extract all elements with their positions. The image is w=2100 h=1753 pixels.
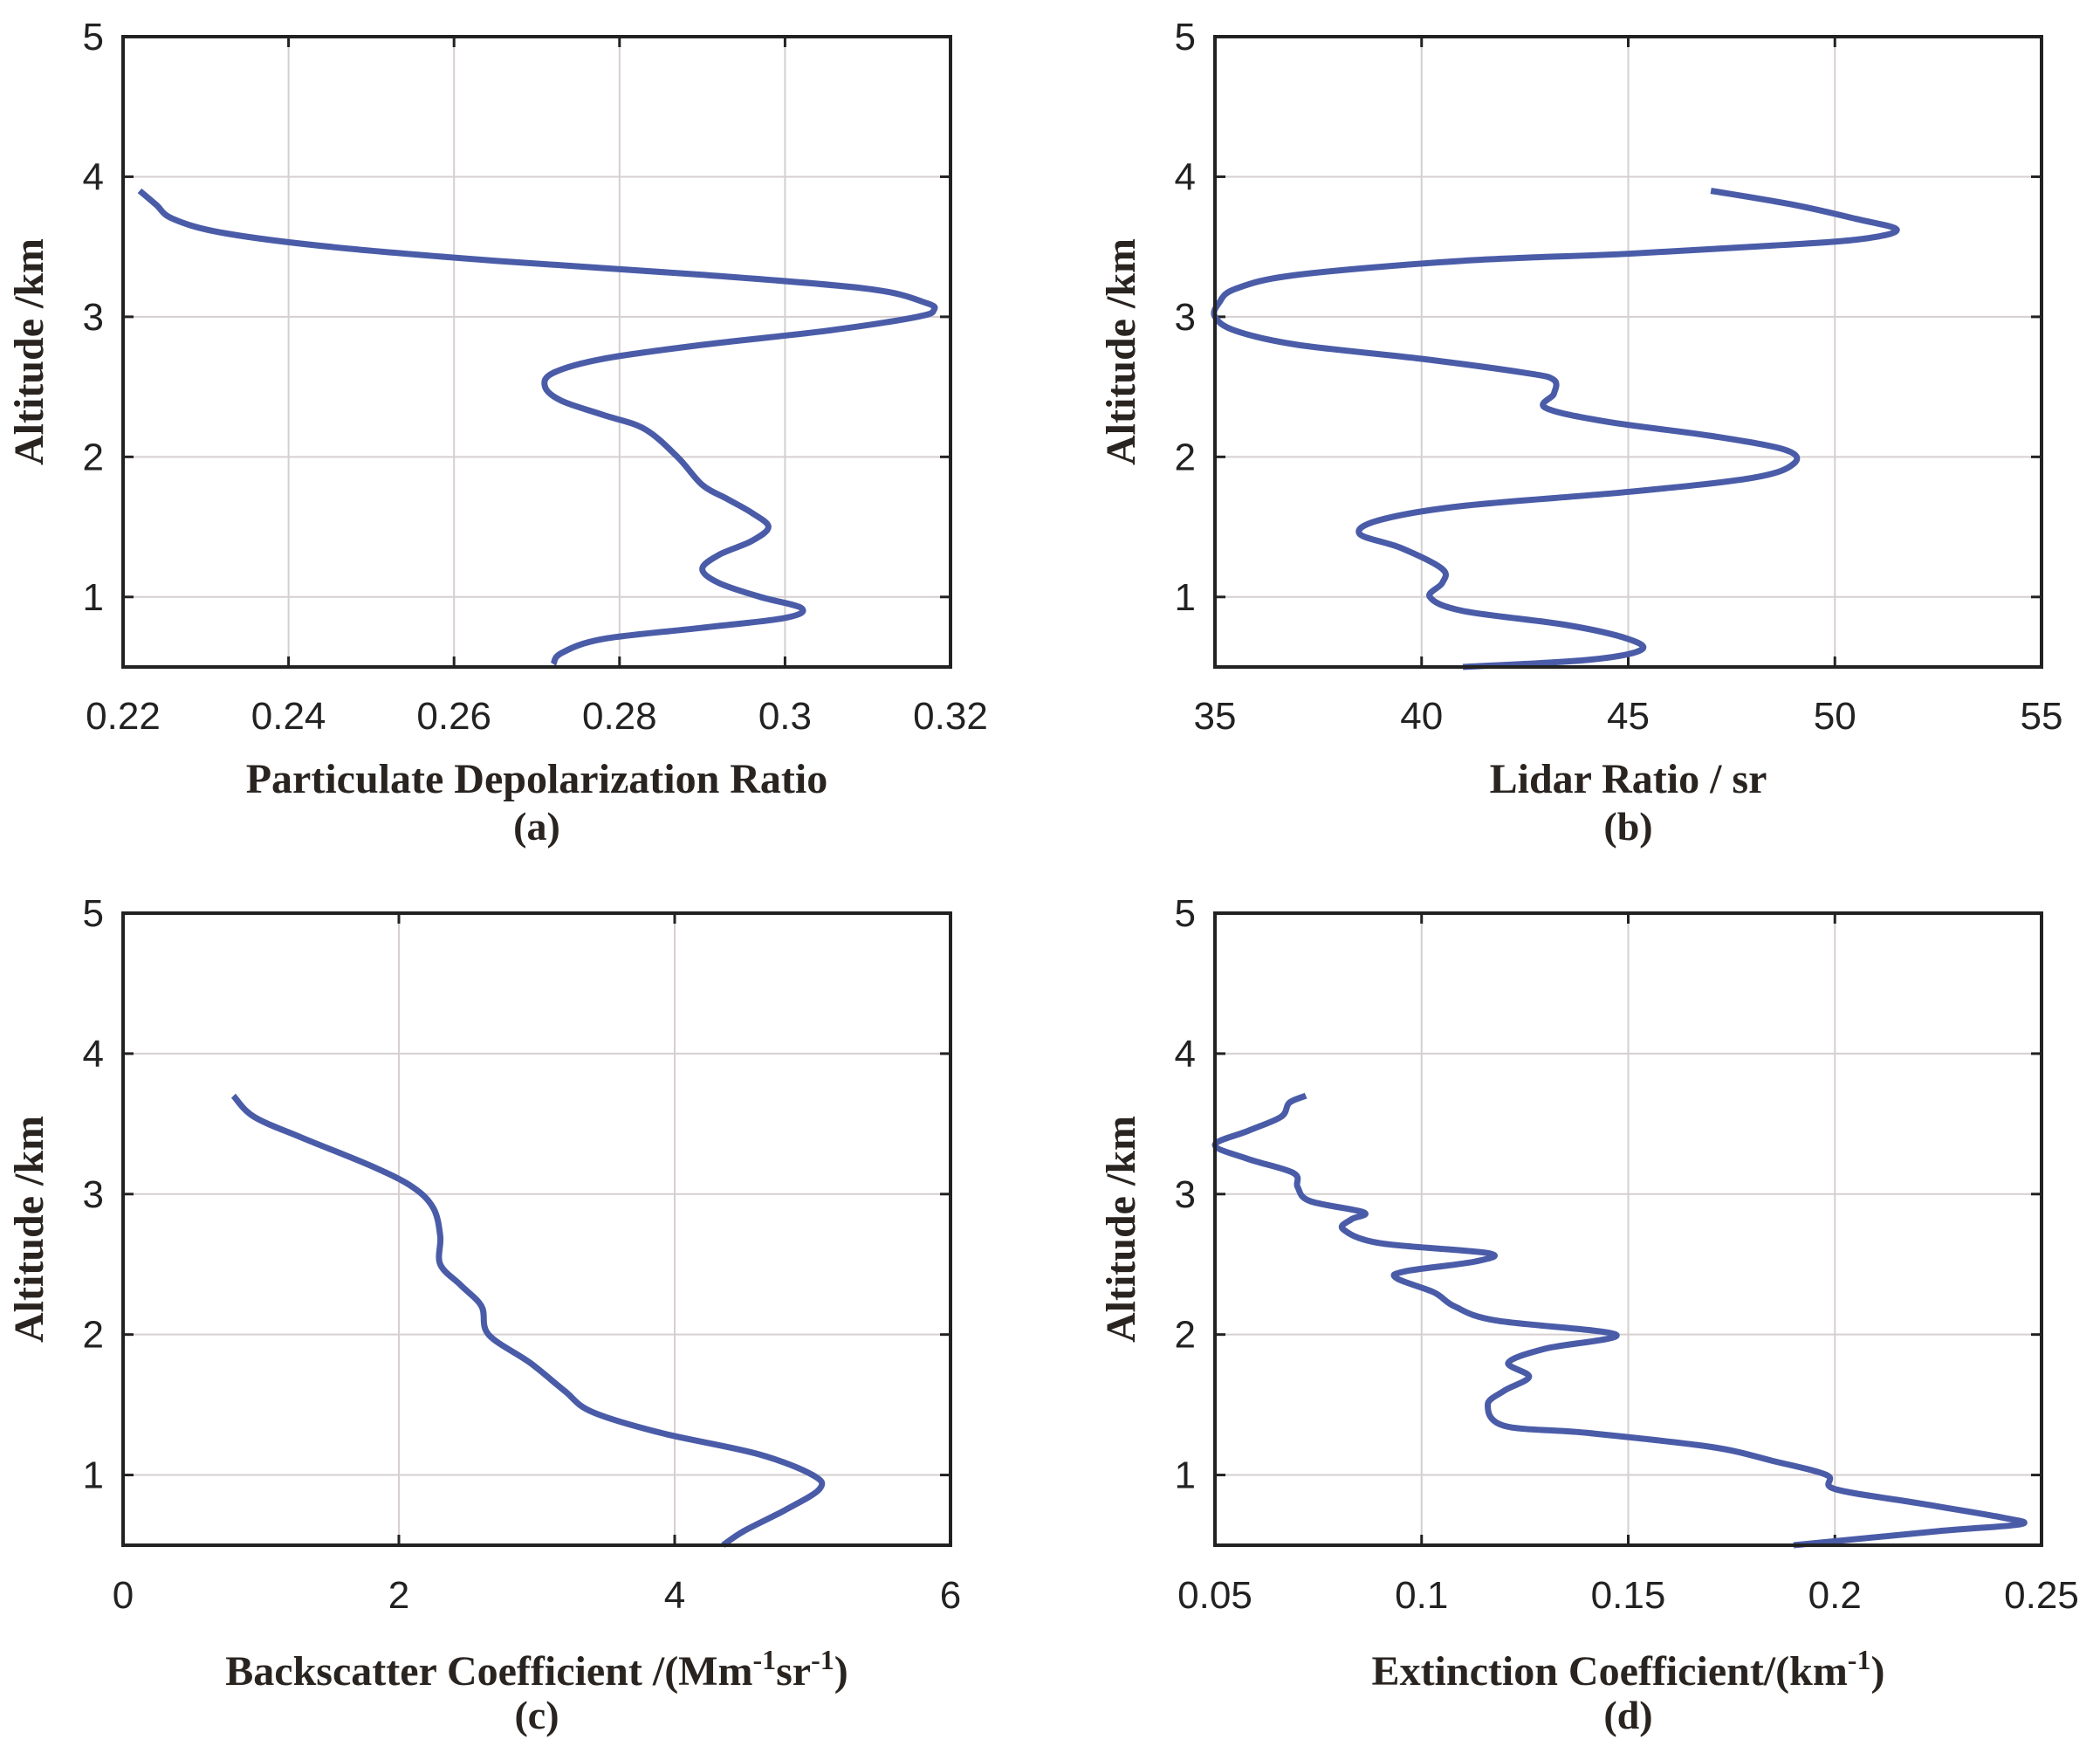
x-tick-label: 0.25 — [2004, 1574, 2079, 1617]
x-tick-label: 0.32 — [913, 695, 988, 738]
y-tick-label: 4 — [1175, 155, 1196, 198]
y-tick-label: 2 — [1175, 436, 1196, 478]
y-tick-label: 3 — [1175, 296, 1196, 339]
chart-panel-a: 0.22 0.24 0.26 0.28 0.3 0.32 1 2 3 4 5 Particulate … — [6, 16, 988, 849]
y-tick-label: 5 — [83, 16, 104, 58]
x-tick-label: 0.3 — [758, 695, 812, 738]
y-axis-label: Altitude /km — [6, 1116, 52, 1343]
x-axis-label-text: Backscatter Coefficient /(Mm — [225, 1648, 752, 1695]
x-axis-label-superscript: -1 — [811, 1644, 834, 1675]
series-line-backscatter — [230, 1093, 826, 1548]
y-tick-label: 5 — [1175, 16, 1196, 58]
panel-label: (d) — [1603, 1693, 1652, 1737]
y-tick-label: 3 — [83, 1173, 104, 1216]
axes-frame — [1213, 35, 2043, 669]
x-tick-label: 0.15 — [1591, 1574, 1666, 1617]
x-axis-label-text: ) — [834, 1648, 848, 1695]
y-axis-label: Altitude /km — [1098, 1116, 1144, 1343]
x-axis-label: Lidar Ratio / sr — [1490, 756, 1767, 802]
panel-label: (c) — [514, 1693, 559, 1737]
y-tick-label: 4 — [83, 1033, 104, 1076]
x-tick-label: 55 — [2021, 695, 2063, 738]
panel-label: (a) — [513, 804, 560, 849]
y-tick-label: 1 — [83, 576, 104, 619]
y-tick-label: 1 — [83, 1454, 104, 1497]
x-tick-label: 2 — [388, 1574, 409, 1617]
series-line-extinction — [1211, 1092, 2028, 1549]
series-line-lidar-ratio — [1211, 188, 1900, 670]
x-tick-label: 45 — [1607, 695, 1650, 738]
x-tick-label: 6 — [940, 1574, 961, 1617]
x-tick-label: 0.05 — [1177, 1574, 1252, 1617]
x-axis-label: Particulate Depolarization Ratio — [246, 756, 828, 802]
x-tick-label: 0.2 — [1808, 1574, 1862, 1617]
x-axis-label-superscript: -1 — [1848, 1644, 1871, 1675]
x-tick-label: 0.24 — [251, 695, 326, 738]
y-tick-label: 2 — [1175, 1314, 1196, 1357]
x-axis-label: Backscatter Coefficient /(Mm-1sr-1) — [225, 1644, 848, 1695]
axes-frame — [1213, 911, 2043, 1547]
axes-frame — [121, 35, 952, 669]
x-tick-label: 4 — [664, 1574, 685, 1617]
y-tick-label: 3 — [83, 296, 104, 339]
y-tick-label: 5 — [83, 892, 104, 935]
y-tick-label: 3 — [1175, 1173, 1196, 1216]
x-axis-label-text: ) — [1870, 1648, 1884, 1695]
x-tick-label: 0 — [113, 1574, 134, 1617]
y-axis-label: Altitude /km — [1098, 238, 1144, 465]
x-tick-label: 0.1 — [1395, 1574, 1448, 1617]
axes-frame — [121, 911, 952, 1547]
y-tick-label: 1 — [1175, 1454, 1196, 1497]
x-axis-label-text: Lidar Ratio / sr — [1490, 756, 1767, 802]
y-tick-label: 2 — [83, 1314, 104, 1357]
series-line-depolarization — [137, 188, 938, 666]
x-tick-label: 35 — [1194, 695, 1237, 738]
y-axis-label: Altitude /km — [6, 238, 52, 465]
x-tick-label: 0.26 — [416, 695, 491, 738]
x-tick-label: 40 — [1400, 695, 1443, 738]
x-axis-label-text: Extinction Coefficient/(km — [1372, 1648, 1848, 1695]
y-tick-label: 4 — [1175, 1033, 1196, 1076]
y-tick-label: 5 — [1175, 892, 1196, 935]
x-axis-label-superscript: -1 — [752, 1644, 776, 1675]
x-tick-label: 50 — [1814, 695, 1856, 738]
x-axis-label-text: Particulate Depolarization Ratio — [246, 756, 828, 802]
chart-panel-d: 0.05 0.1 0.15 0.2 0.25 1 2 3 4 5 Extinction Coeffi… — [1098, 892, 2079, 1737]
x-tick-label: 0.22 — [86, 695, 161, 738]
x-axis-label-text: sr — [776, 1648, 811, 1695]
panel-label: (b) — [1603, 804, 1652, 849]
y-tick-label: 4 — [83, 155, 104, 198]
x-axis-label: Extinction Coefficient/(km-1) — [1372, 1644, 1885, 1695]
x-tick-label: 0.28 — [582, 695, 657, 738]
y-tick-label: 2 — [83, 436, 104, 478]
y-tick-label: 1 — [1175, 576, 1196, 619]
